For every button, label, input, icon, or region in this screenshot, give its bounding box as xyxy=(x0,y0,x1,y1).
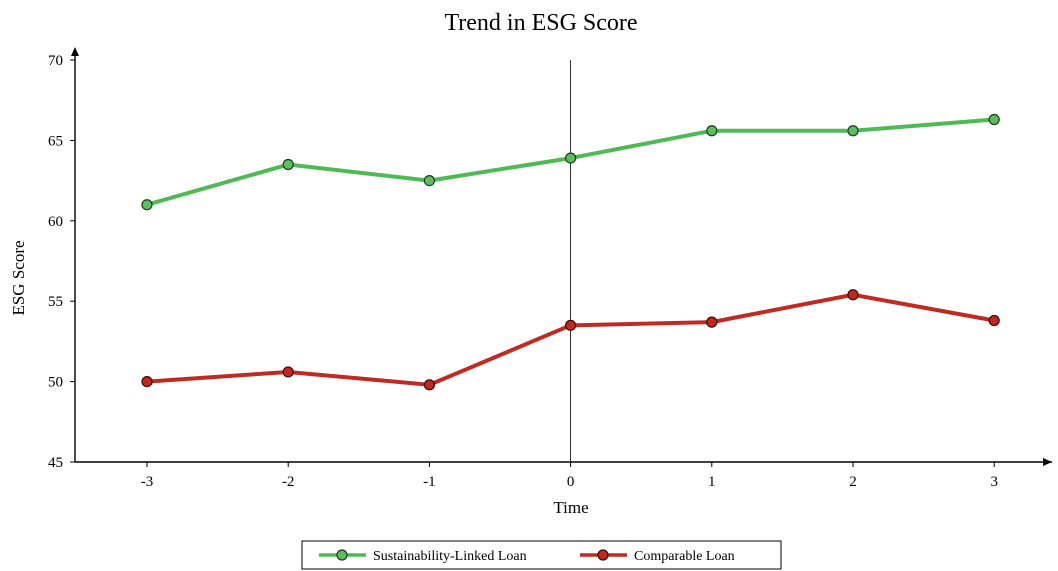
x-axis-title: Time xyxy=(553,498,588,517)
legend-swatch-marker-comparable-loan xyxy=(597,549,609,561)
y-tick-label: 70 xyxy=(48,53,63,69)
y-axis-ticks: 45 50 55 60 65 70 xyxy=(48,53,75,471)
data-point-sustainability-linked-loan xyxy=(847,125,859,137)
legend-swatch-marker-sustainability-linked-loan xyxy=(336,549,348,561)
data-point-sustainability-linked-loan xyxy=(282,158,294,171)
x-tick-label: -3 xyxy=(141,474,154,490)
series-layer xyxy=(141,113,1000,391)
chart-title: Trend in ESG Score xyxy=(444,10,637,36)
data-point-comparable-loan xyxy=(988,314,1000,327)
x-tick-label: 0 xyxy=(567,474,575,490)
y-tick-label: 60 xyxy=(48,214,63,230)
y-tick-label: 55 xyxy=(48,294,63,310)
x-tick-label: 1 xyxy=(708,474,716,490)
data-point-comparable-loan xyxy=(847,289,859,301)
y-tick-label: 50 xyxy=(48,375,63,391)
data-point-sustainability-linked-loan xyxy=(988,113,1000,126)
x-tick-label: 2 xyxy=(849,474,857,490)
data-point-sustainability-linked-loan xyxy=(706,125,718,137)
data-point-comparable-loan xyxy=(564,319,577,331)
y-tick-label: 65 xyxy=(48,133,63,149)
legend: Sustainability-Linked Loan Comparable Lo… xyxy=(301,540,782,570)
y-axis-title: ESG Score xyxy=(9,240,28,315)
data-point-sustainability-linked-loan xyxy=(141,199,153,211)
x-axis-ticks: -3 -2 -1 0 1 2 3 xyxy=(141,462,998,490)
data-point-sustainability-linked-loan xyxy=(423,175,435,187)
data-point-comparable-loan xyxy=(706,316,718,328)
legend-label-sustainability-linked-loan: Sustainability-Linked Loan xyxy=(373,549,527,564)
x-tick-label: 3 xyxy=(990,474,998,490)
legend-box xyxy=(301,540,782,570)
x-tick-label: -2 xyxy=(282,474,295,490)
data-point-sustainability-linked-loan xyxy=(564,152,577,164)
x-tick-label: -1 xyxy=(423,474,436,490)
legend-label-comparable-loan: Comparable Loan xyxy=(634,549,735,564)
data-point-comparable-loan xyxy=(282,366,294,378)
data-point-comparable-loan xyxy=(423,379,435,391)
y-tick-label: 45 xyxy=(48,455,63,471)
data-point-comparable-loan xyxy=(141,376,153,388)
